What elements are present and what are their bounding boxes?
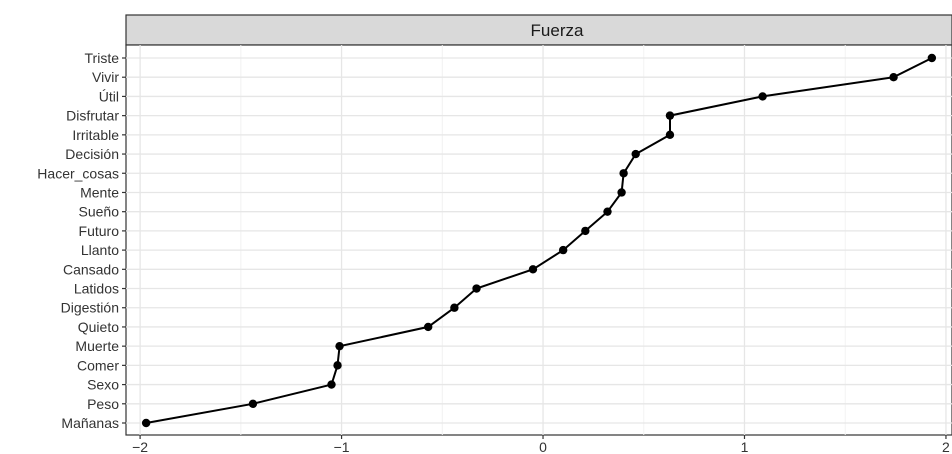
y-tick-label: Comer <box>77 357 119 373</box>
y-tick-label: Peso <box>87 396 119 412</box>
data-point <box>141 418 151 428</box>
y-tick-label: Latidos <box>74 281 119 297</box>
data-point <box>603 207 612 216</box>
data-point <box>423 322 433 332</box>
y-tick-label: Digestión <box>61 300 119 316</box>
data-point <box>665 130 675 140</box>
y-tick-label: Triste <box>85 50 120 66</box>
y-tick-label: Vivir <box>92 69 119 85</box>
data-point <box>927 53 937 63</box>
data-point <box>450 303 459 312</box>
y-tick-label: Futuro <box>79 223 120 239</box>
data-point <box>617 188 626 197</box>
y-tick-label: Sexo <box>87 377 119 393</box>
y-tick-label: Sueño <box>79 204 120 220</box>
y-tick-label: Llanto <box>81 242 119 258</box>
plot-panel <box>125 44 952 436</box>
data-point <box>333 361 342 370</box>
panel-strip <box>125 14 952 46</box>
data-points <box>141 53 937 428</box>
x-tick-label: −1 <box>334 439 350 454</box>
panel-strip-title: Fuerza <box>531 21 584 40</box>
data-point <box>665 111 675 120</box>
data-point <box>619 169 628 178</box>
y-tick-label: Mañanas <box>61 415 119 431</box>
y-tick-label: Útil <box>99 88 119 104</box>
x-tick-label: 2 <box>942 439 950 454</box>
data-point <box>581 226 590 236</box>
y-tick-label: Muerte <box>75 338 119 354</box>
data-point <box>248 399 258 408</box>
y-tick-label: Disfrutar <box>66 108 119 124</box>
data-point <box>327 380 336 389</box>
y-tick-label: Quieto <box>78 319 119 335</box>
data-point <box>631 149 640 159</box>
data-point <box>889 73 898 82</box>
y-tick-label: Hacer_cosas <box>37 165 119 181</box>
x-tick-label: 0 <box>539 439 547 454</box>
y-tick-label: Mente <box>80 184 119 200</box>
data-point <box>472 284 481 293</box>
y-axis: Mañanas Peso Sexo Comer Muerte Quieto Digestió… <box>37 50 126 431</box>
data-point <box>558 245 568 255</box>
y-tick-label: Cansado <box>63 261 119 277</box>
x-axis: −2 −1 0 1 2 <box>132 435 950 454</box>
data-point <box>528 265 538 274</box>
x-tick-label: −2 <box>132 439 148 454</box>
data-point <box>758 92 767 101</box>
y-tick-label: Irritable <box>72 127 119 143</box>
x-tick-label: 1 <box>741 439 749 454</box>
y-tick-label: Decisión <box>65 146 119 162</box>
data-point <box>335 341 344 351</box>
grid-lines <box>126 45 952 435</box>
